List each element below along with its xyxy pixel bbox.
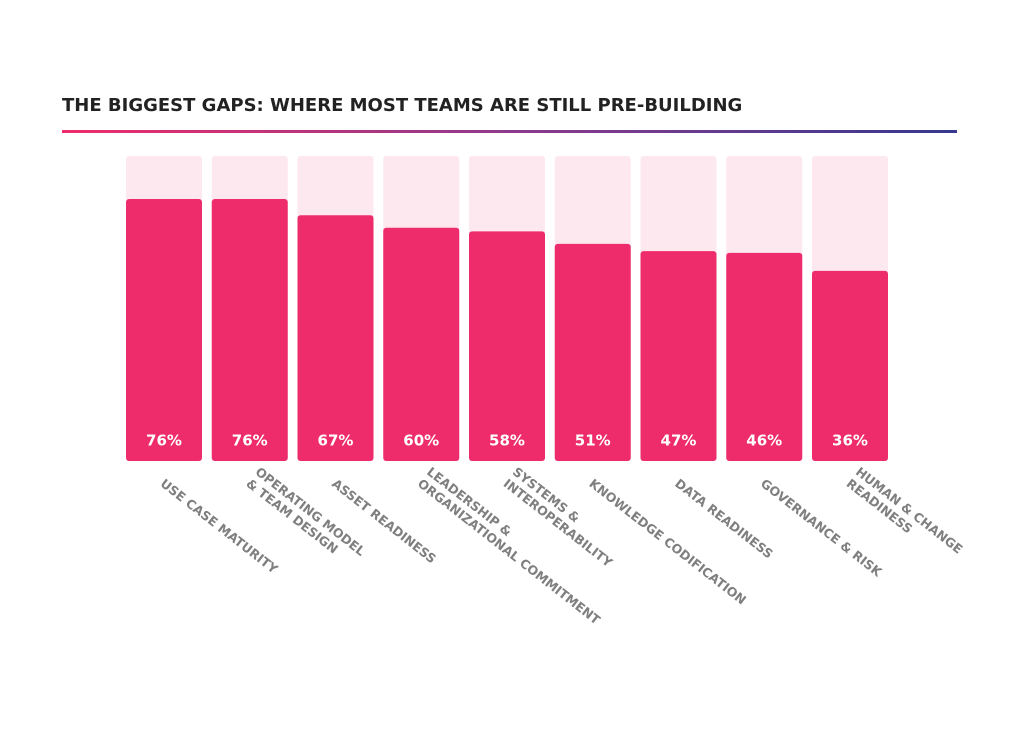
title-rule — [62, 130, 957, 133]
value-label: 36% — [832, 432, 868, 450]
bar — [297, 215, 374, 461]
value-label: 58% — [489, 432, 525, 450]
x-tick-label-line: OPERATING MODEL — [253, 463, 369, 558]
bar — [126, 199, 202, 461]
value-label: 46% — [746, 432, 782, 450]
bar — [469, 231, 545, 461]
value-label: 76% — [146, 432, 182, 450]
x-tick-label-line: HUMAN & CHANGE — [853, 463, 966, 556]
bar — [812, 270, 888, 461]
x-tick-label-line: ORGANIZATIONAL COMMITMENT — [415, 475, 604, 627]
bar — [640, 251, 717, 461]
x-tick-label-line: KNOWLEDGE CODIFICATION — [587, 475, 750, 607]
chart-title: THE BIGGEST GAPS: WHERE MOST TEAMS ARE S… — [62, 95, 742, 116]
value-label: 51% — [575, 432, 611, 450]
bar — [554, 243, 631, 461]
value-label: 67% — [318, 432, 354, 450]
value-label: 60% — [403, 432, 439, 450]
value-label: 76% — [232, 432, 268, 450]
value-label: 47% — [661, 432, 697, 450]
x-tick-label: KNOWLEDGE CODIFICATION — [587, 475, 750, 607]
bar — [726, 252, 803, 461]
bar — [211, 199, 288, 461]
bar — [383, 227, 460, 461]
